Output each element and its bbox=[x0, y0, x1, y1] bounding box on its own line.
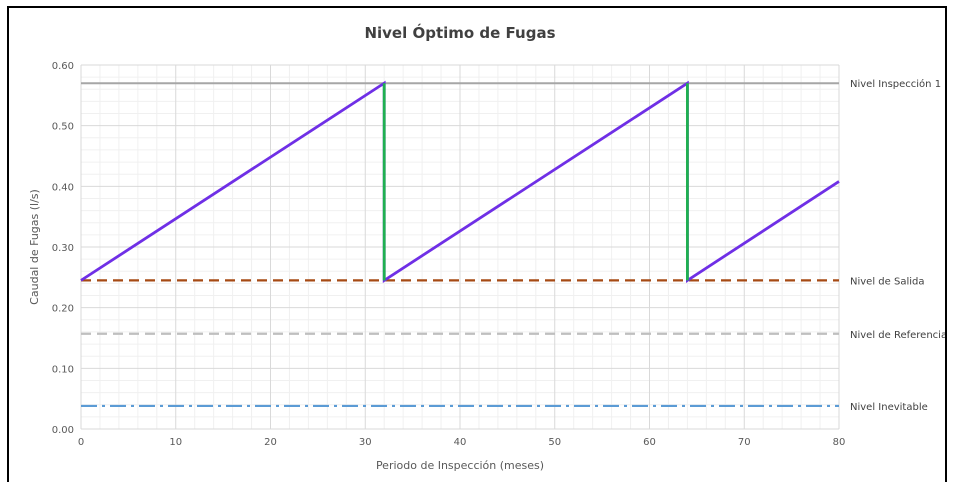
x-tick-label: 80 bbox=[833, 437, 846, 448]
series-layer bbox=[80, 80, 840, 283]
y-tick-label: 0.30 bbox=[52, 243, 74, 254]
reference-line-label: Nivel Inevitable bbox=[850, 402, 928, 413]
series-line bbox=[80, 80, 840, 283]
y-tick-label: 0.60 bbox=[52, 61, 74, 72]
major-grid bbox=[80, 64, 840, 430]
x-axis-label: Periodo de Inspección (meses) bbox=[376, 459, 544, 472]
x-tick-label: 70 bbox=[738, 437, 751, 448]
y-tick-label: 0.10 bbox=[52, 364, 74, 375]
x-tick-label: 10 bbox=[169, 437, 182, 448]
y-tick-labels: 0.00 0.10 0.20 0.30 0.40 0.50 0.60 bbox=[52, 61, 74, 436]
x-tick-label: 20 bbox=[264, 437, 277, 448]
reference-line-label: Nivel de Salida bbox=[850, 276, 924, 287]
x-tick-label: 50 bbox=[548, 437, 561, 448]
x-tick-label: 40 bbox=[454, 437, 467, 448]
chart: 0 10 20 30 40 50 60 70 80 0.000.100.200.300.400.… bbox=[28, 23, 945, 472]
x-tick-labels: 0 10 20 30 40 50 60 70 80 bbox=[78, 437, 846, 448]
y-tick-label: 0.40 bbox=[52, 182, 74, 193]
y-tick-label: 0.50 bbox=[52, 122, 74, 133]
reference-line-label: Nivel Inspección 1 bbox=[850, 78, 941, 90]
y-tick-label: 0.20 bbox=[52, 304, 74, 315]
reference-line-label: Nivel de Referencia bbox=[850, 330, 945, 341]
x-tick-label: 30 bbox=[359, 437, 372, 448]
chart-title: Nivel Óptimo de Fugas bbox=[364, 23, 555, 42]
reference-lines bbox=[81, 82, 839, 408]
x-tick-label: 0 bbox=[78, 437, 84, 448]
y-tick-label: 0.00 bbox=[52, 425, 74, 436]
x-tick-label: 60 bbox=[643, 437, 656, 448]
reference-labels: Nivel Inspección 1 Nivel de Salida Nivel d… bbox=[850, 78, 945, 413]
chart-frame: 0 10 20 30 40 50 60 70 80 0.00 0.10 0.20 0.30 0.40 0.… bbox=[7, 6, 947, 482]
y-axis-label: Caudal de Fugas (l/s) bbox=[28, 189, 41, 305]
